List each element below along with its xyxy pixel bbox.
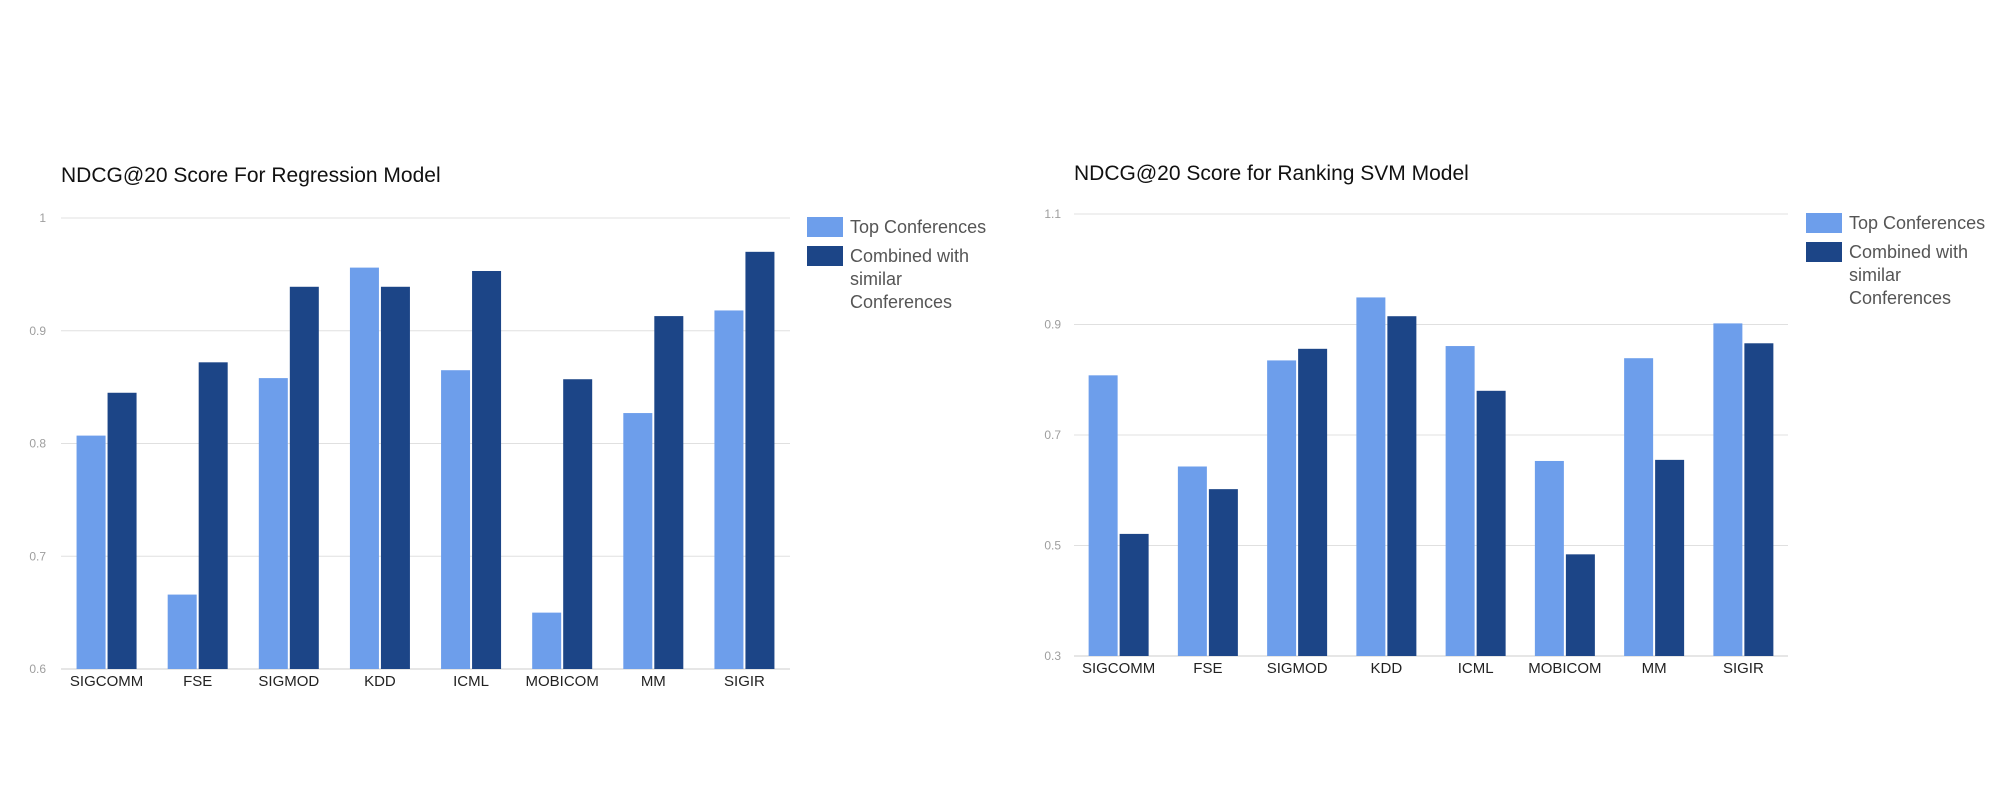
bar-combined <box>1655 459 1685 656</box>
y-tick-label: 1.1 <box>1044 207 1061 221</box>
bar-combined <box>1298 348 1328 656</box>
bar-top-conferences <box>167 594 197 669</box>
regression-plot-area: 0.6 0.7 0.8 0.9 1 SIGCOMM FSE SIGMOD KDD ICML MOBI… <box>29 211 790 690</box>
bar-top-conferences <box>623 413 653 669</box>
legend-label: Combined with similar Conferences <box>850 246 970 312</box>
legend-label: Top Conferences <box>850 217 987 237</box>
legend-swatch-combined <box>807 246 843 266</box>
legend: Top Conferences Combined with similar Co… <box>807 216 990 320</box>
bar-combined <box>289 286 319 669</box>
y-tick-label: 0.5 <box>1044 539 1061 553</box>
bar-combined <box>1387 316 1417 656</box>
bar-top-conferences <box>1088 375 1118 656</box>
ranking-svm-plot-area: 0.3 0.5 0.7 0.9 1.1 SIGCOMM FSE SIGMOD KDD ICML MO… <box>1044 207 1788 677</box>
bar-combined <box>1476 390 1506 656</box>
bar-combined <box>745 251 775 669</box>
bar-top-conferences <box>532 612 562 669</box>
legend-swatch-top <box>1806 213 1842 233</box>
x-category-label: SIGIR <box>1723 660 1764 677</box>
bar-top-conferences <box>1445 346 1475 656</box>
bar-combined <box>1208 489 1238 656</box>
y-tick-label: 0.8 <box>29 437 46 451</box>
bar-combined <box>1565 554 1595 656</box>
legend: Top Conferences Combined with similar Co… <box>1806 212 1989 316</box>
regression-chart: NDCG@20 Score For Regression Model 0.6 0.… <box>29 164 990 690</box>
legend-item-top-conferences: Top Conferences <box>1806 212 1989 235</box>
chart-title: NDCG@20 Score For Regression Model <box>61 164 441 187</box>
bar-combined <box>1744 343 1774 656</box>
x-category-label: KDD <box>1371 660 1403 677</box>
y-tick-label: 0.9 <box>29 324 46 338</box>
x-category-label: SIGCOMM <box>1082 660 1155 677</box>
legend-swatch-top <box>807 217 843 237</box>
bar-combined <box>472 270 502 669</box>
legend-label: Combined with similar Conferences <box>1849 242 1969 308</box>
x-category-label: FSE <box>183 673 212 690</box>
y-tick-label: 0.7 <box>1044 428 1061 442</box>
bar-top-conferences <box>76 435 106 669</box>
bar-combined <box>380 286 410 669</box>
legend-item-combined: Combined with similar Conferences <box>807 245 990 314</box>
x-category-label: ICML <box>1458 660 1494 677</box>
legend-item-top-conferences: Top Conferences <box>807 216 990 239</box>
bar-combined <box>563 379 593 669</box>
x-category-label: MOBICOM <box>1528 660 1601 677</box>
x-category-label: MOBICOM <box>526 673 599 690</box>
bar-top-conferences <box>1267 360 1297 656</box>
x-category-label: ICML <box>453 673 489 690</box>
legend-item-combined: Combined with similar Conferences <box>1806 241 1989 310</box>
legend-swatch-combined <box>1806 242 1842 262</box>
legend-label: Top Conferences <box>1849 213 1986 233</box>
bar-top-conferences <box>1624 358 1654 656</box>
x-category-label: SIGIR <box>724 673 765 690</box>
bar-combined <box>654 316 684 669</box>
bar-top-conferences <box>1534 460 1564 656</box>
bar-top-conferences <box>1356 297 1386 656</box>
bar-combined <box>198 362 228 669</box>
y-tick-label: 0.6 <box>29 662 46 676</box>
bar-top-conferences <box>714 310 744 669</box>
bar-combined <box>1119 533 1149 656</box>
y-tick-label: 0.7 <box>29 549 46 563</box>
x-category-label: KDD <box>364 673 396 690</box>
bar-top-conferences <box>441 370 471 669</box>
y-tick-label: 0.3 <box>1044 649 1061 663</box>
bar-top-conferences <box>349 267 379 669</box>
ranking-svm-chart: NDCG@20 Score for Ranking SVM Model 0.3 0… <box>1000 0 2000 800</box>
bar-top-conferences <box>1177 466 1207 656</box>
chart-title: NDCG@20 Score for Ranking SVM Model <box>1074 162 1469 185</box>
bar-combined <box>107 392 137 669</box>
x-category-label: SIGMOD <box>258 673 319 690</box>
y-tick-label: 0.9 <box>1044 318 1061 332</box>
bar-top-conferences <box>258 378 288 669</box>
x-category-label: MM <box>1642 660 1667 677</box>
y-tick-label: 1 <box>39 211 46 225</box>
x-category-label: SIGMOD <box>1267 660 1328 677</box>
x-category-label: SIGCOMM <box>70 673 143 690</box>
bar-top-conferences <box>1713 323 1743 656</box>
x-category-label: FSE <box>1193 660 1222 677</box>
x-category-label: MM <box>641 673 666 690</box>
